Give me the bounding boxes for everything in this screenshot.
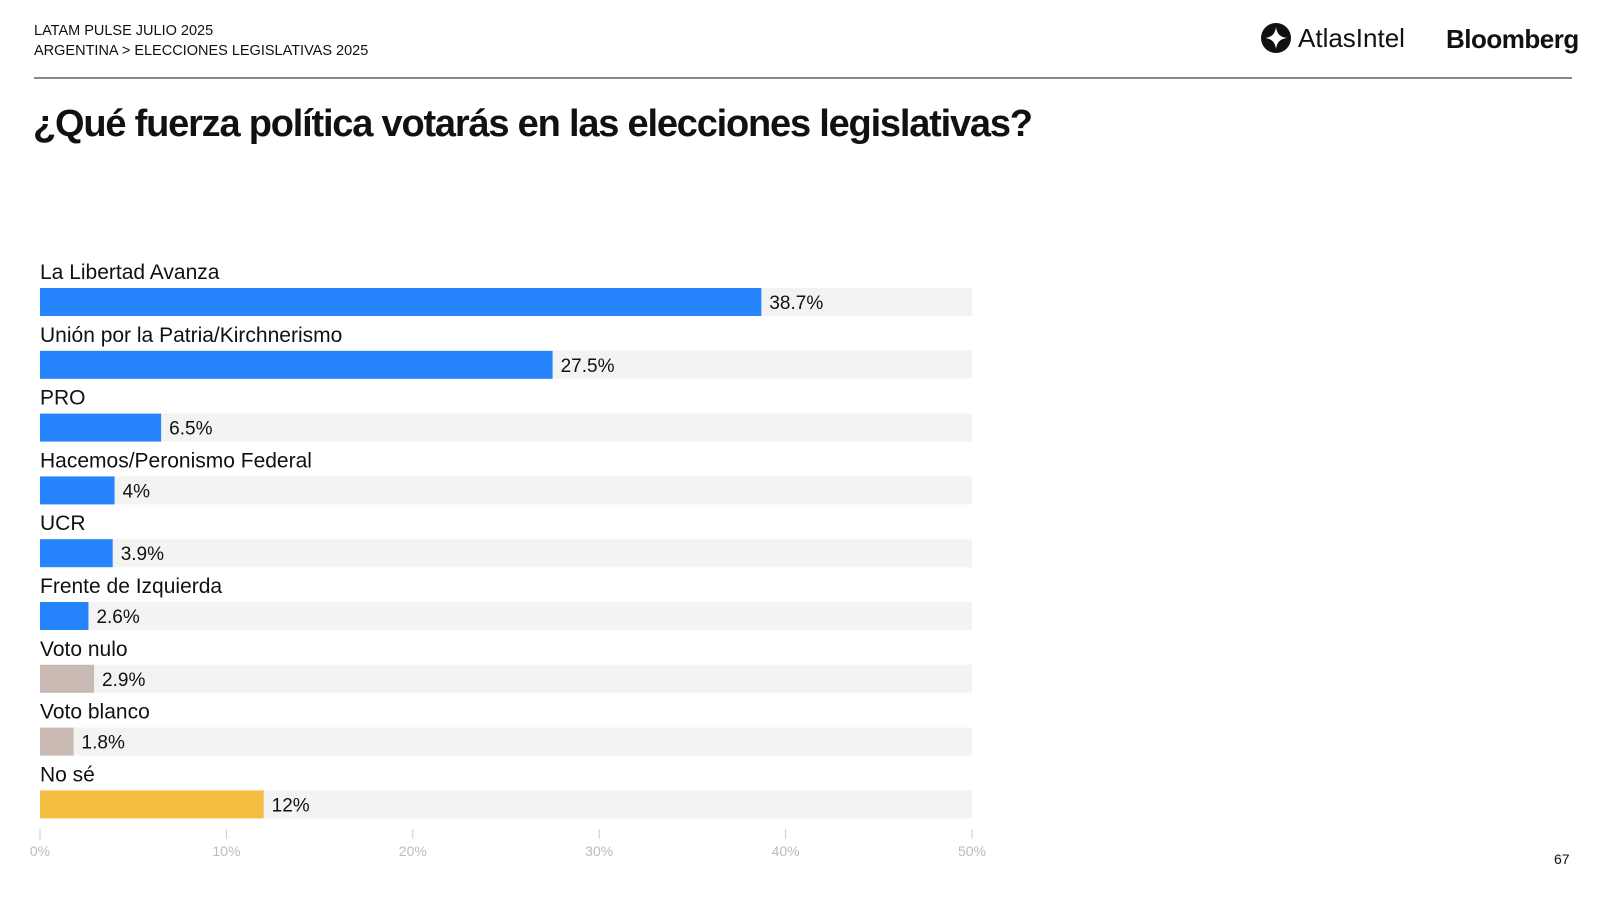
bar-value-label: 6.5% bbox=[169, 419, 212, 440]
category-label: No sé bbox=[40, 763, 95, 786]
bar-value-label: 4% bbox=[123, 481, 151, 502]
breadcrumb: ARGENTINA > ELECCIONES LEGISLATIVAS 2025 bbox=[34, 43, 369, 59]
bar-value-label: 27.5% bbox=[561, 356, 615, 377]
category-label: Voto nulo bbox=[40, 638, 128, 661]
bar-track bbox=[40, 602, 972, 630]
category-label: Hacemos/Peronismo Federal bbox=[40, 449, 312, 472]
atlasintel-logo-text: AtlasIntel bbox=[1298, 22, 1405, 53]
bar-track bbox=[40, 539, 972, 568]
category-label: PRO bbox=[40, 387, 86, 410]
bar bbox=[40, 413, 162, 442]
category-label: UCR bbox=[40, 512, 86, 535]
bar bbox=[40, 790, 264, 819]
category-label: Frente de Izquierda bbox=[40, 575, 222, 598]
x-tick-label: 10% bbox=[212, 843, 240, 859]
category-label: Unión por la Patria/Kirchnerismo bbox=[40, 324, 342, 347]
header-divider bbox=[34, 77, 1572, 79]
x-tick-label: 40% bbox=[772, 843, 800, 859]
report-series-label: LATAM PULSE JULIO 2025 bbox=[34, 23, 214, 39]
bar bbox=[40, 664, 95, 693]
bar-value-label: 1.8% bbox=[82, 733, 125, 754]
x-tick-label: 0% bbox=[30, 843, 50, 859]
atlasintel-logo: AtlasIntel bbox=[1260, 22, 1405, 54]
bar-value-label: 12% bbox=[272, 795, 310, 816]
bloomberg-logo: Bloomberg bbox=[1446, 24, 1579, 54]
bar bbox=[40, 288, 762, 316]
atlasintel-logo-icon bbox=[1261, 23, 1291, 53]
bar bbox=[40, 539, 113, 568]
bar bbox=[40, 350, 553, 379]
bar bbox=[40, 476, 115, 505]
category-label: La Libertad Avanza bbox=[40, 261, 220, 284]
bar-track bbox=[40, 664, 972, 693]
page-title: ¿Qué fuerza política votarás en las elec… bbox=[33, 103, 1033, 145]
bar-track bbox=[40, 727, 972, 756]
bar-value-label: 2.6% bbox=[96, 607, 139, 628]
x-tick-label: 20% bbox=[399, 843, 427, 859]
bar-value-label: 3.9% bbox=[121, 544, 164, 565]
bar bbox=[40, 727, 74, 756]
bar-value-label: 2.9% bbox=[102, 670, 145, 691]
bar-track bbox=[40, 413, 972, 442]
bar bbox=[40, 602, 89, 630]
bar-track bbox=[40, 476, 972, 505]
category-label: Voto blanco bbox=[40, 701, 150, 724]
x-tick-label: 50% bbox=[958, 843, 986, 859]
x-tick-label: 30% bbox=[585, 843, 613, 859]
bar-value-label: 38.7% bbox=[769, 293, 823, 314]
page-number: 67 bbox=[1554, 851, 1570, 867]
